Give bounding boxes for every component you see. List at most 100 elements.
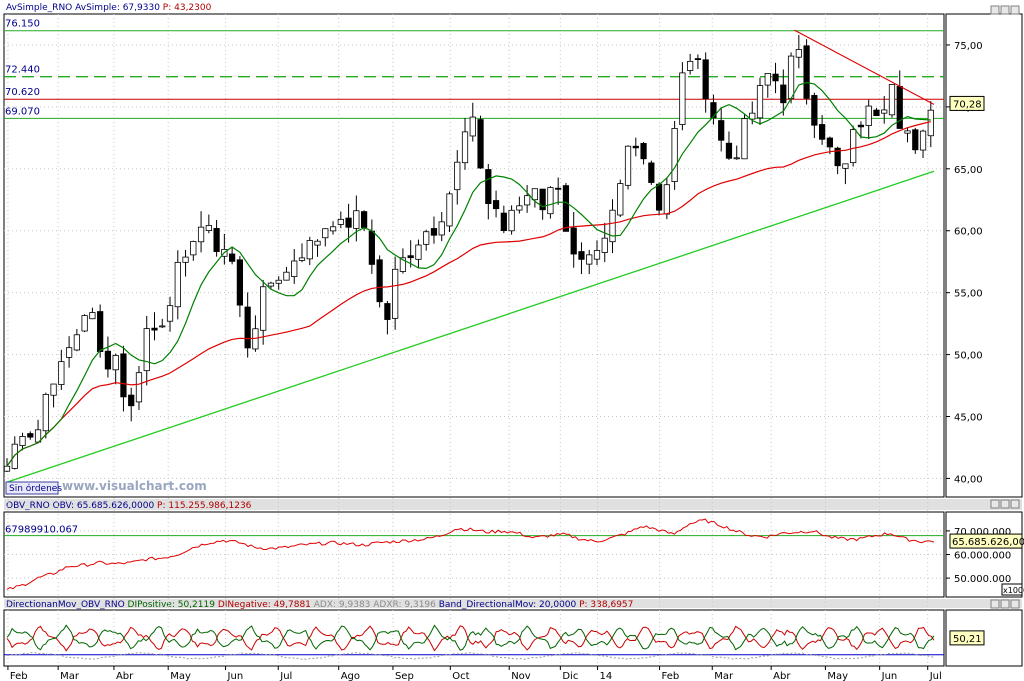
candle-body	[236, 259, 244, 306]
candle-body	[547, 187, 554, 215]
window-max-button[interactable]	[1000, 599, 1010, 609]
level-label: 70.620	[5, 87, 40, 98]
candle-body	[329, 226, 337, 232]
candle-body	[834, 147, 841, 167]
candle-body	[135, 372, 143, 403]
candle-body	[640, 143, 647, 160]
dmi-last-value: 50,21	[953, 634, 982, 645]
candle-body	[500, 212, 507, 232]
candle-body	[65, 347, 73, 358]
candle-body	[3, 465, 11, 472]
candle-body	[322, 228, 329, 239]
candle-body	[27, 433, 34, 438]
x-tick-label: Jun	[881, 671, 898, 681]
candle-body	[555, 187, 562, 190]
obv-panel	[3, 511, 945, 598]
candle-body	[461, 131, 469, 164]
candle-body	[174, 261, 181, 308]
header-field: ADXR: 9,3196	[370, 600, 436, 610]
candle-body	[687, 60, 694, 71]
candle-body	[609, 209, 616, 243]
candle-body	[298, 257, 306, 261]
obv-level-label: 67989910.067	[5, 525, 78, 536]
candle-body	[97, 311, 104, 352]
dmi-panel	[3, 609, 945, 667]
header-field: P: 115.255.986,1236	[154, 501, 251, 511]
header-field: DINegative: 49,7881	[215, 600, 311, 610]
window-close-button[interactable]	[1010, 5, 1020, 15]
candle-body	[725, 142, 733, 159]
candle-body	[803, 45, 810, 99]
candle-body	[756, 85, 764, 119]
x-tick-label: 14	[600, 671, 613, 681]
scale-badge	[1001, 583, 1023, 596]
candle-body	[260, 286, 267, 331]
window-min-button[interactable]	[990, 599, 1000, 609]
candle-body	[267, 282, 275, 287]
long-moving-average	[6, 121, 931, 467]
candle-body	[601, 237, 608, 253]
header-field: Band_DirectionalMov: 20,0000	[436, 600, 577, 610]
candle-body	[384, 303, 391, 320]
candle-body	[159, 325, 166, 328]
y-tick-label: 50,00	[954, 351, 983, 362]
candle-body	[531, 188, 538, 201]
candle-body	[423, 231, 430, 245]
obv-header: OBV_RNO OBV: 65.685.626,0000 P: 115.255.…	[6, 501, 252, 511]
x-tick-label: May	[827, 671, 848, 681]
candle-body	[229, 253, 236, 262]
candle-body	[919, 130, 927, 151]
candle-body	[143, 328, 150, 372]
candle-body	[275, 279, 282, 284]
level-label: 72.440	[5, 65, 40, 76]
candle-body	[655, 183, 663, 211]
x-tick-label: Feb	[10, 671, 28, 681]
candle-body	[197, 226, 205, 243]
candle-body	[353, 210, 360, 229]
candle-body	[539, 188, 546, 211]
obv-last-box	[949, 533, 1023, 549]
candle-body	[710, 102, 717, 119]
candle-body	[392, 268, 399, 319]
candle-body	[446, 193, 453, 227]
candle-body	[73, 334, 80, 351]
x-tick-label: Mar	[60, 671, 80, 681]
candle-body	[360, 211, 368, 228]
window-min-button[interactable]	[990, 5, 1000, 15]
x-tick-label: Mar	[714, 671, 734, 681]
y-tick-label: 75,00	[954, 41, 983, 52]
orders-badge[interactable]	[5, 481, 59, 495]
candle-body	[617, 183, 624, 216]
x-tick-label: Ago	[341, 671, 360, 681]
candle-body	[694, 58, 702, 60]
x-tick-label: Abr	[773, 671, 791, 681]
candle-body	[772, 73, 779, 82]
candle-body	[524, 195, 531, 206]
candle-body	[733, 157, 740, 160]
window-max-button[interactable]	[1000, 499, 1010, 509]
window-min-button[interactable]	[990, 499, 1000, 509]
candle-body	[213, 228, 220, 252]
dmi-header: DirectionanMov_OBV_RNO DIPositive: 50,21…	[6, 600, 633, 610]
window-max-button[interactable]	[1000, 5, 1010, 15]
candle-body	[407, 255, 414, 259]
candle-body	[764, 72, 771, 86]
header-field: AvSimple: 67,9330	[72, 3, 160, 13]
x-tick-label: Oct	[452, 671, 469, 681]
candle-body	[632, 145, 639, 149]
last-price-box	[949, 95, 985, 111]
header-field: OBV_RNO	[6, 501, 50, 511]
window-close-button[interactable]	[1010, 599, 1020, 609]
y-tick-label: 60,00	[954, 227, 983, 238]
candle-body	[516, 205, 523, 211]
obv-last-value: 65.685.626,00	[952, 537, 1024, 548]
candle-body	[485, 169, 492, 205]
x-tick-label: Jun	[227, 671, 244, 681]
candle-body	[244, 306, 251, 349]
candle-body	[586, 254, 593, 265]
candle-body	[58, 361, 65, 385]
window-close-button[interactable]	[1010, 499, 1020, 509]
candle-body	[283, 271, 290, 281]
candle-body	[368, 230, 375, 265]
